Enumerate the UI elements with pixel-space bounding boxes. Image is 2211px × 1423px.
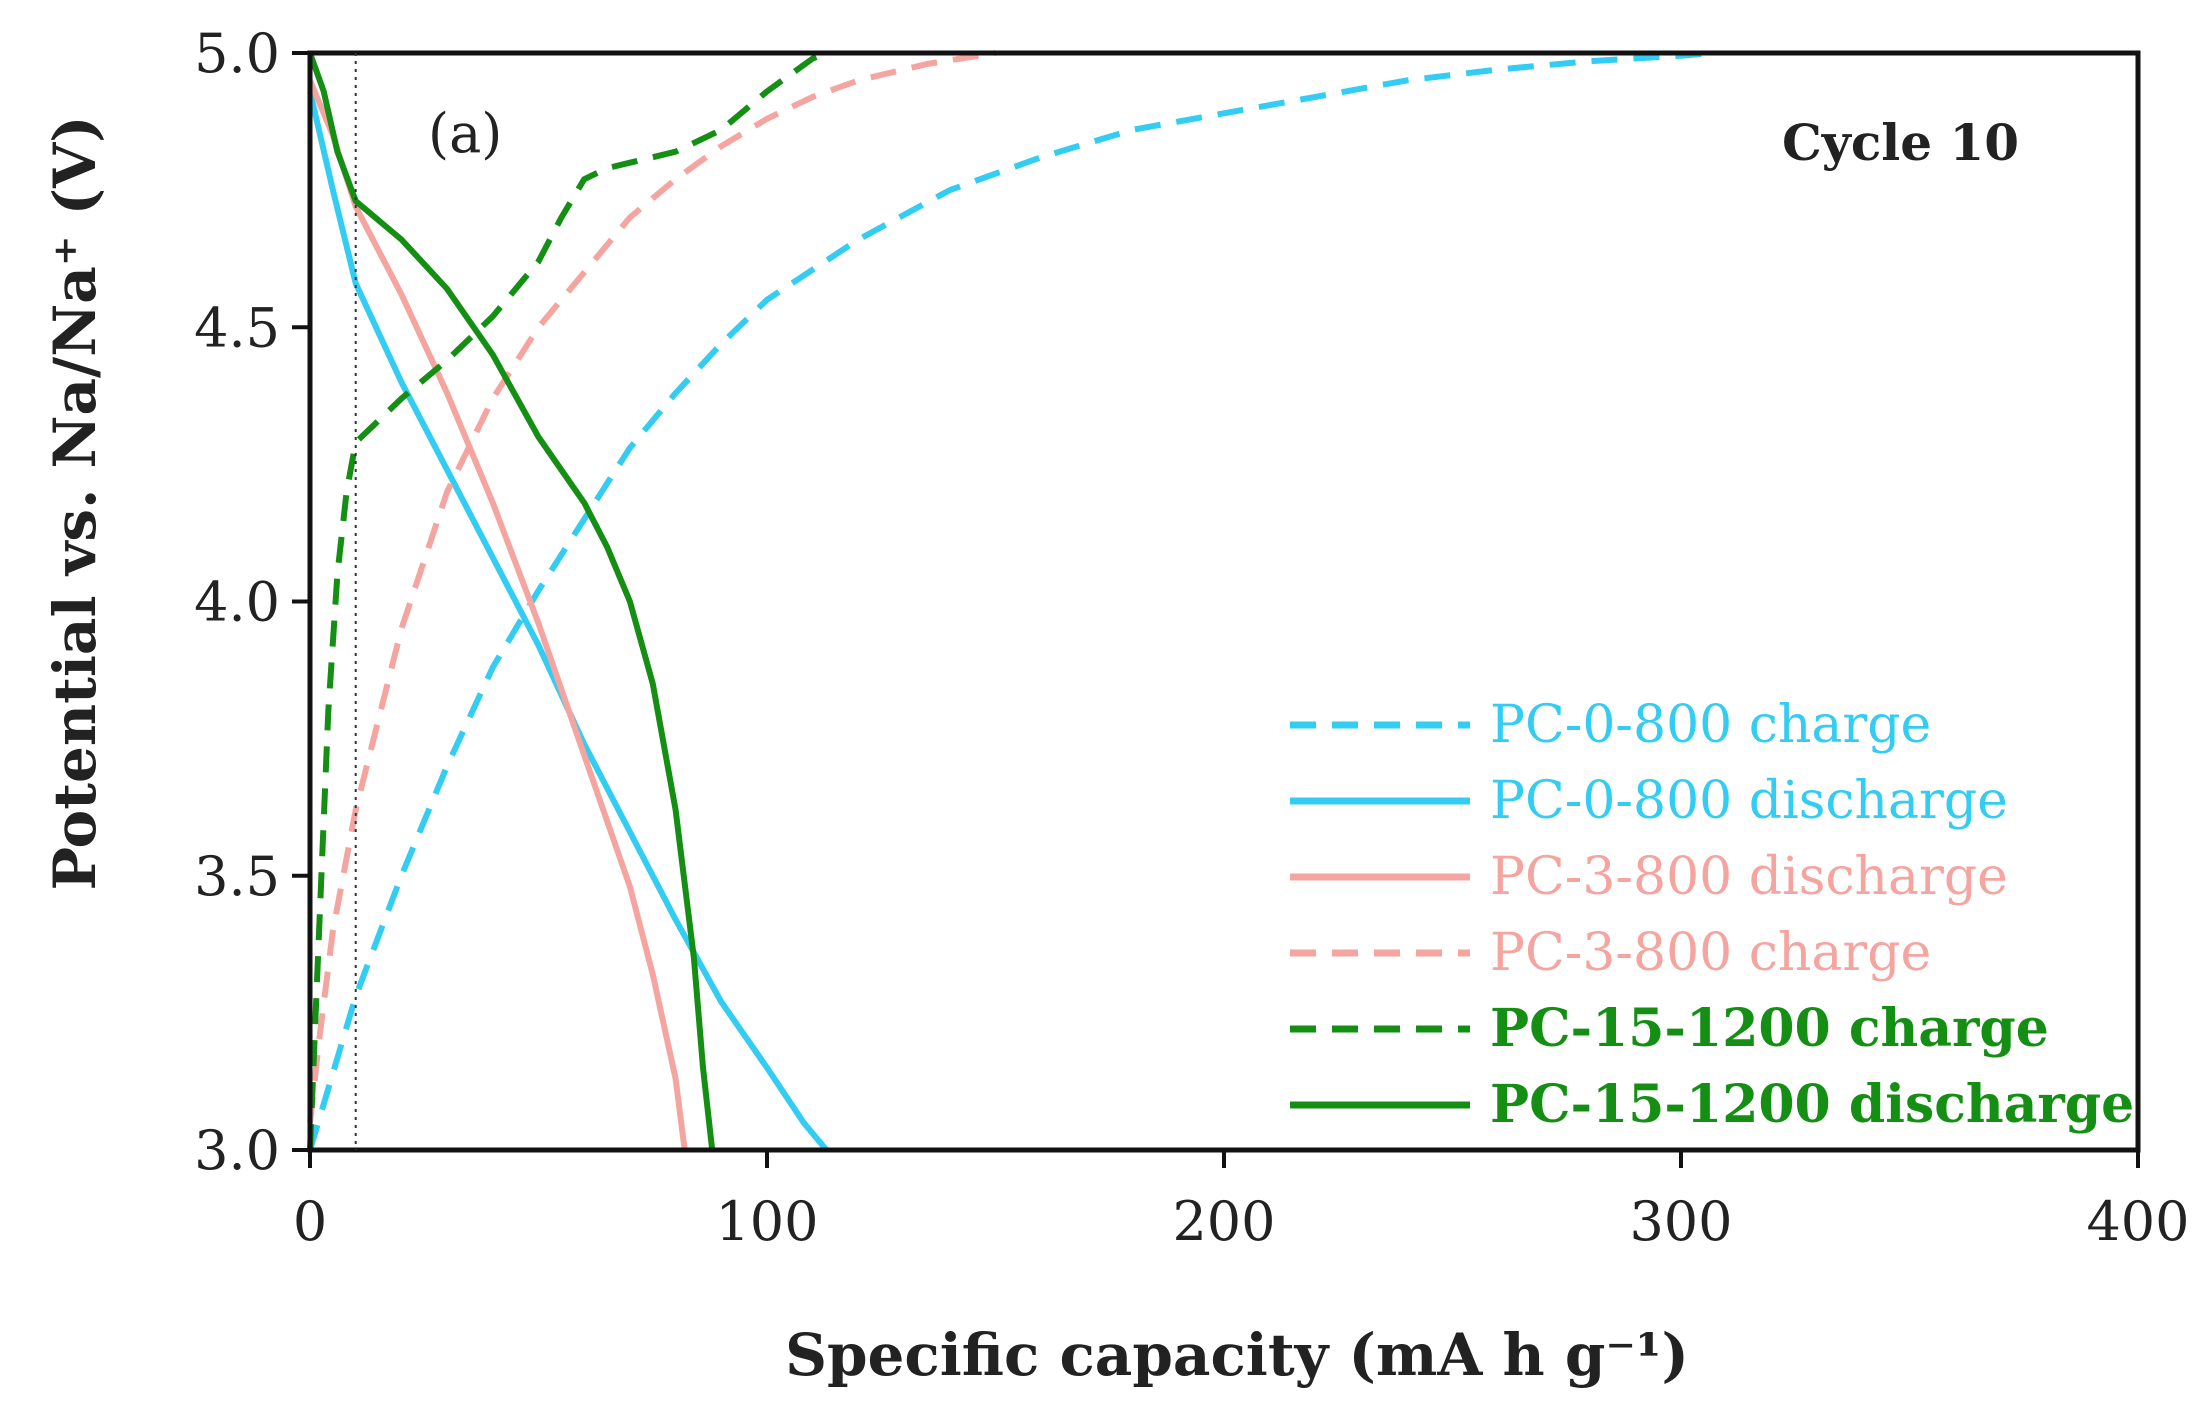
panel-label: (a) <box>428 102 502 165</box>
x-tick-label: 100 <box>715 1190 818 1253</box>
legend: PC-0-800 charge PC-0-800 discharge PC-3-80… <box>1290 695 2134 1135</box>
x-axis-title: Specific capacity (mA h g⁻¹) <box>785 1321 1689 1389</box>
cycle-annotation: Cycle 10 <box>1782 113 2019 172</box>
y-tick-label: 3.5 <box>194 845 280 908</box>
y-tick-label: 4.0 <box>194 571 280 634</box>
legend-label: PC-3-800 charge <box>1490 923 1931 983</box>
ticks-layer: 0 100 200 300 400 3.0 3.5 4.0 4.5 5.0 <box>194 22 2189 1253</box>
x-tick-label: 400 <box>2086 1190 2189 1253</box>
legend-label: PC-15-1200 charge <box>1490 998 2049 1059</box>
y-tick-label: 4.5 <box>194 296 280 359</box>
x-tick-label: 300 <box>1629 1190 1732 1253</box>
series-line-pc-15-1200-discharge <box>307 51 716 1151</box>
x-tick-label: 200 <box>1172 1190 1275 1253</box>
series-layer <box>307 50 1714 1152</box>
y-axis-title: Potential vs. Na/Na⁺ (V) <box>41 115 109 890</box>
legend-label: PC-0-800 discharge <box>1490 771 2008 831</box>
legend-label: PC-15-1200 discharge <box>1490 1074 2134 1135</box>
legend-label: PC-0-800 charge <box>1490 695 1931 755</box>
series-line-pc-0-800-charge <box>307 50 1714 1151</box>
legend-label: PC-3-800 discharge <box>1490 847 2008 907</box>
plot-frame <box>307 50 2141 1153</box>
series-line-pc-0-800-discharge <box>307 90 829 1152</box>
series-line-pc-3-800-discharge <box>307 79 688 1151</box>
x-tick-label: 0 <box>293 1190 327 1253</box>
series-line-pc-3-800-charge <box>307 50 996 1123</box>
series-line-pc-15-1200-charge <box>307 50 828 1151</box>
y-tick-label: 5.0 <box>194 22 280 85</box>
y-tick-label: 3.0 <box>194 1119 280 1182</box>
